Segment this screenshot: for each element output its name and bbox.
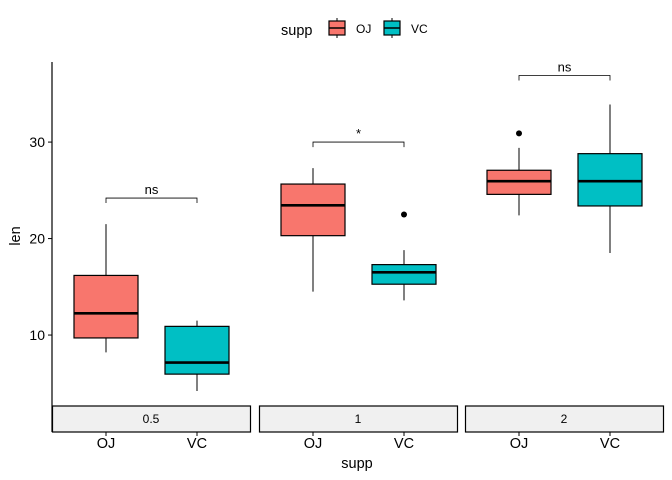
box-OJ — [486, 130, 552, 216]
legend-label-OJ: OJ — [356, 22, 371, 36]
box-OJ — [280, 168, 346, 292]
box-OJ — [73, 224, 139, 353]
strip-label: 1 — [355, 412, 362, 426]
x-tick-label: OJ — [510, 436, 529, 452]
x-tick-label: VC — [600, 436, 620, 452]
panel-0.5: OJ VC ns 0.5 — [51, 182, 252, 452]
x-axis-title: supp — [341, 456, 372, 472]
legend-title: supp — [281, 23, 312, 39]
box-iqr — [371, 264, 437, 285]
significance-label: ns — [558, 60, 572, 75]
panel-2: OJ VC ns 2 — [464, 60, 665, 452]
significance-label: ns — [145, 182, 159, 197]
panel-1: OJ VC * 1 — [258, 126, 459, 452]
box-iqr — [73, 274, 139, 339]
box-iqr — [577, 153, 643, 207]
y-tick-label: 10 — [29, 327, 45, 343]
x-tick-label: VC — [394, 436, 414, 452]
legend-label-VC: VC — [411, 22, 428, 36]
strip-background — [258, 405, 459, 433]
box-VC — [164, 320, 230, 392]
box-VC — [371, 211, 437, 301]
significance-bracket — [518, 75, 611, 81]
outlier-point — [401, 211, 407, 218]
significance-label: * — [356, 126, 361, 141]
legend: supp OJ VC — [281, 18, 428, 39]
significance-bracket — [105, 197, 198, 204]
box-iqr — [280, 183, 346, 237]
strip-background — [464, 405, 665, 433]
strip-label: 0.5 — [143, 412, 160, 426]
box-iqr — [164, 325, 230, 375]
x-tick-label: OJ — [97, 436, 116, 452]
y-axis-title: len — [8, 226, 24, 245]
x-tick-label: VC — [187, 436, 207, 452]
x-tick-label: OJ — [304, 436, 323, 452]
y-tick-label: 30 — [29, 134, 45, 150]
y-tick-label: 20 — [29, 231, 45, 247]
significance-bracket — [312, 141, 405, 148]
strip-label: 2 — [561, 412, 568, 426]
box-VC — [577, 104, 643, 254]
strip-background — [51, 405, 252, 433]
outlier-point — [516, 130, 522, 137]
